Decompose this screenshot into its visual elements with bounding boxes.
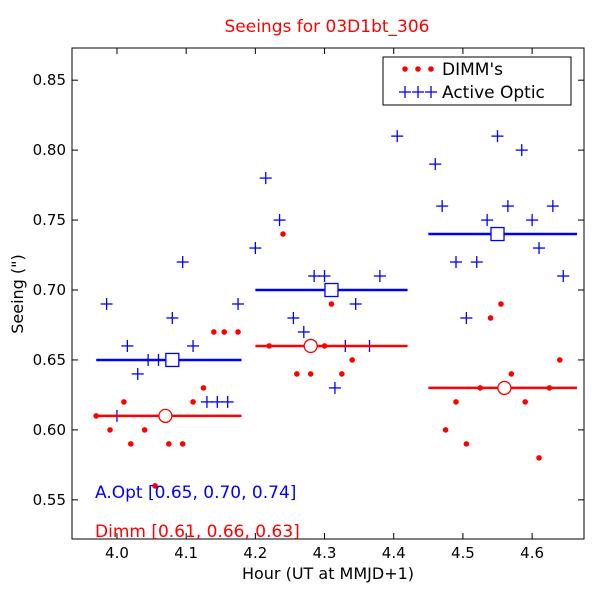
active-optic-point [287,311,300,324]
active-optic-point [200,395,213,408]
x-axis-label: Hour (UT at MMJD+1) [242,564,414,583]
y-tick-label: 0.55 [33,491,66,509]
x-axis: 4.0 4.1 4.2 4.3 4.4 4.5 4.6 [105,48,544,562]
active-optic-point [273,214,286,227]
active-optic-mean-marker [165,352,180,368]
active-optic-mean-marker [490,226,505,242]
dimm-point [280,231,286,237]
dimm-point [536,455,542,461]
dimm-point [121,399,127,405]
active-optic-point [259,172,272,185]
x-tick-label: 4.5 [451,544,475,562]
dimm-point [166,441,172,447]
active-optic-point [131,367,144,380]
y-tick-label: 0.60 [33,421,66,439]
dimm-point [522,399,528,405]
active-optic-point [232,297,245,310]
dimm-mean-marker [303,338,318,354]
dimm-point [235,329,241,335]
annotation-dimm: Dimm [0.61, 0.66, 0.63] [95,522,300,542]
active-optic-point [450,256,462,269]
active-optic-point [249,242,262,255]
y-tick-label: 0.70 [33,281,66,299]
active-optic-point [515,144,528,157]
y-tick-label: 0.85 [33,71,66,89]
legend-active-optic-marker [399,86,437,98]
dimm-point [556,357,563,363]
active-optic-point [166,311,179,324]
active-optic-point [221,395,234,408]
dimm-point [221,329,228,335]
active-optic-point [176,256,189,269]
active-optic-point [211,395,224,408]
x-tick-label: 4.4 [382,544,406,562]
x-tick-label: 4.2 [243,544,267,562]
active-optic-point [328,381,341,394]
dimm-point [190,399,196,405]
active-optic-point [526,214,539,227]
chart-title: Seeings for 03D1bt_306 [225,17,430,37]
active-optic-mean-marker [324,282,339,298]
dimm-point [141,427,148,433]
active-optic-point [546,200,559,213]
x-tick-label: 4.3 [313,544,337,562]
active-optic-point [349,297,362,310]
active-optic-point [308,270,321,283]
active-optic-point [297,325,310,338]
annotation-active-optic: A.Opt [0.65, 0.70, 0.74] [95,483,296,503]
y-axis: 0.55 0.60 0.65 0.70 0.75 0.80 0.85 [33,71,584,509]
dimm-point [463,441,470,447]
legend: DIMM's Active Optic [382,56,572,106]
active-optic-point [318,270,331,283]
dimm-point [328,301,335,307]
active-optic-point [429,158,442,171]
dimm-point [307,371,314,377]
dimm-point [508,371,515,377]
active-optic-point [100,297,113,310]
active-optic-point [557,270,570,283]
dimm-point [152,483,158,489]
y-tick-label: 0.75 [33,211,66,229]
active-optic-point [373,270,386,283]
x-tick-label: 4.0 [105,544,129,562]
y-axis-label: Seeing (") [8,254,27,334]
active-optic-point [460,311,473,324]
plot-area [93,130,578,489]
plot-frame [71,47,585,540]
legend-box [382,56,572,106]
active-optic-point [121,339,134,352]
x-tick-label: 4.6 [520,544,544,562]
active-optic-point [391,130,404,143]
active-optic-point [187,339,200,352]
dimm-point [107,427,113,433]
dimm-point [179,441,186,447]
active-optic-point [533,242,546,255]
active-optic-point [481,214,494,227]
active-optic-point [501,200,514,213]
dimm-point [294,371,300,377]
dimm-point [200,385,207,391]
legend-dimm-label: DIMM's [442,60,503,80]
active-optic-point [470,256,483,269]
dimm-mean-marker [497,380,512,396]
y-tick-label: 0.65 [33,351,66,369]
dimm-point [339,371,345,377]
dimm-point [498,301,504,307]
dimm-point [349,357,356,363]
y-tick-label: 0.80 [33,141,66,159]
legend-dimm-marker [402,66,434,72]
legend-active-optic-label: Active Optic [442,83,545,103]
x-tick-label: 4.1 [174,544,198,562]
dimm-point [211,329,217,335]
dimm-point [487,315,494,321]
dimm-point [453,399,459,405]
active-optic-point [436,200,449,213]
dimm-point [128,441,134,447]
dimm-mean-marker [158,408,173,424]
active-optic-point [491,130,504,143]
dimm-point [442,427,449,433]
